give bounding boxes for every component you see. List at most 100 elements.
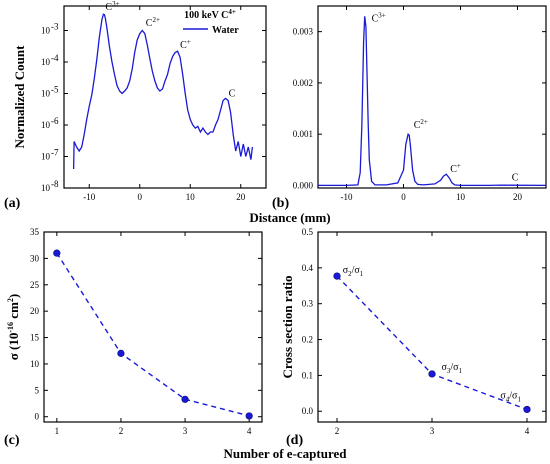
peak-label-text-b-3: C (512, 172, 519, 183)
peak-label-sup-b-0: 3+ (378, 11, 386, 19)
legend-title: 100 keV C4+ (184, 8, 236, 21)
data-point-c-0 (53, 249, 61, 257)
peak-label-a-1: C2+ (146, 16, 160, 29)
y-tick-label-a-1: 10 (41, 152, 51, 162)
y-tick-label-a-5: 10 (41, 26, 51, 36)
y-tick-exponent-a-4: -4 (51, 53, 59, 63)
y-tick-label-a-3: 10 (41, 89, 51, 99)
y-tick-label-c-0: 0 (35, 412, 40, 422)
ratio-label-d-1: σ3/σ1 (442, 362, 463, 375)
data-point-d-1 (428, 370, 436, 378)
ratio-label-d-0: σ2/σ1 (343, 265, 364, 278)
peak-label-text-b-0: C (372, 13, 379, 24)
data-point-c-3 (245, 412, 253, 420)
ratio-label-sub-d-0: 2 (348, 270, 352, 278)
peak-label-sup-a-2: + (187, 38, 191, 46)
y-tick-label-b-1: 0.001 (293, 129, 313, 139)
peak-label-b-2: C+ (450, 162, 461, 175)
peak-label-b-0: C3+ (372, 11, 386, 24)
peak-label-text-a-1: C (146, 18, 153, 29)
y-axis-label-c-mid: cm (6, 302, 21, 322)
ratio-label-tail-d-0: /σ (352, 265, 361, 276)
panel-label-c: (c) (4, 433, 20, 448)
y-tick-base-a-1: 10 (41, 152, 51, 162)
y-tick-base-a-3: 10 (41, 89, 51, 99)
y-axis-label-c-end: ) (6, 294, 21, 298)
peak-label-a-2: C+ (180, 38, 191, 51)
x-tick-label-c-0: 1 (55, 426, 60, 436)
y-tick-label-a-2: 10 (41, 120, 51, 130)
shared-x-axis-label-bottom: Number of e-captured (223, 446, 347, 461)
x-tick-label-b-3: 20 (513, 192, 523, 202)
ratio-label-d-2: σ4/σ1 (500, 391, 521, 404)
ratio-label-sub2-d-0: 1 (360, 270, 364, 278)
y-tick-exponent-a-5: -3 (51, 22, 59, 32)
y-tick-label-c-2: 10 (30, 359, 40, 369)
y-tick-label-b-2: 0.002 (293, 78, 313, 88)
data-point-c-1 (117, 349, 125, 357)
data-point-c-2 (181, 395, 189, 403)
plot-frame-c (43, 231, 263, 423)
ratio-label-tail-d-2: /σ (509, 391, 518, 402)
y-tick-base-a-4: 10 (41, 57, 51, 67)
y-tick-label-d-2: 0.2 (302, 335, 313, 345)
x-tick-label-d-0: 2 (335, 426, 340, 436)
y-tick-base-a-2: 10 (41, 120, 51, 130)
ratio-label-sub2-d-1: 1 (459, 367, 463, 375)
ratio-label-sub2-d-2: 1 (517, 396, 521, 404)
x-tick-label-a-1: 0 (138, 192, 143, 202)
ratio-label-sigma-d-0: σ (343, 265, 349, 276)
x-tick-label-b-1: 0 (401, 192, 406, 202)
y-axis-label-c-base: σ (10 (6, 333, 21, 361)
y-tick-label-d-1: 0.1 (302, 370, 313, 380)
ratio-label-sigma-d-2: σ (500, 391, 506, 402)
series-line-c (56, 252, 250, 417)
x-tick-label-b-2: 10 (456, 192, 466, 202)
peak-label-text-a-3: C (229, 89, 236, 100)
shared-x-axis-label-top: Distance (mm) (249, 210, 330, 225)
y-tick-base-a-0: 10 (41, 183, 51, 193)
ratio-label-sub-d-2: 4 (506, 396, 510, 404)
y-tick-label-d-5: 0.5 (302, 227, 314, 237)
ratio-label-tail-d-1: /σ (450, 362, 459, 373)
peak-label-b-3: C (512, 172, 519, 183)
data-point-d-2 (523, 405, 531, 414)
peak-label-text-b-2: C (450, 164, 457, 175)
legend-entry-water: Water (212, 25, 239, 36)
peak-label-text-a-0: C (105, 2, 112, 13)
peak-label-a-0: C3+ (105, 0, 119, 13)
panel-label-d: (d) (286, 433, 303, 448)
peak-label-sup-b-1: 2+ (420, 118, 428, 126)
series-line-a (72, 13, 254, 170)
x-tick-label-a-0: -10 (83, 192, 95, 202)
y-tick-label-d-0: 0.0 (302, 406, 314, 416)
y-tick-exponent-a-0: -8 (51, 179, 59, 189)
peak-label-sup-a-0: 3+ (112, 0, 120, 8)
y-tick-exponent-a-1: -7 (51, 148, 59, 158)
legend-title-text: 100 keV C (184, 10, 228, 21)
peak-label-sup-a-1: 2+ (152, 16, 160, 24)
peak-label-text-b-1: C (414, 120, 421, 131)
y-axis-label-c-sup2: 2 (6, 298, 15, 302)
legend-title-sup: 4+ (228, 8, 236, 16)
y-tick-exponent-a-3: -5 (51, 85, 59, 95)
y-tick-label-c-4: 20 (30, 306, 40, 316)
plot-frame-b (317, 5, 547, 189)
panel-d-chart: 2 3 40.00.10.20.30.40.5σ2/σ1σ3/σ1σ4/σ1Cros… (280, 227, 547, 436)
y-tick-base-a-5: 10 (41, 26, 51, 36)
y-tick-label-b-3: 0.003 (293, 27, 314, 37)
y-tick-label-c-3: 15 (30, 333, 40, 343)
peak-label-a-3: C (229, 89, 236, 100)
panel-label-a: (a) (4, 196, 21, 211)
x-tick-label-c-2: 3 (183, 426, 188, 436)
ratio-label-sigma-d-1: σ (442, 362, 448, 373)
y-tick-label-a-0: 10 (41, 183, 51, 193)
y-tick-label-c-5: 25 (30, 280, 40, 290)
x-tick-label-d-2: 4 (525, 426, 530, 436)
y-axis-label-c-sup1: -16 (6, 322, 15, 333)
x-tick-label-c-1: 2 (119, 426, 124, 436)
y-tick-label-a-4: 10 (41, 57, 51, 67)
y-tick-label-d-3: 0.3 (302, 299, 314, 309)
